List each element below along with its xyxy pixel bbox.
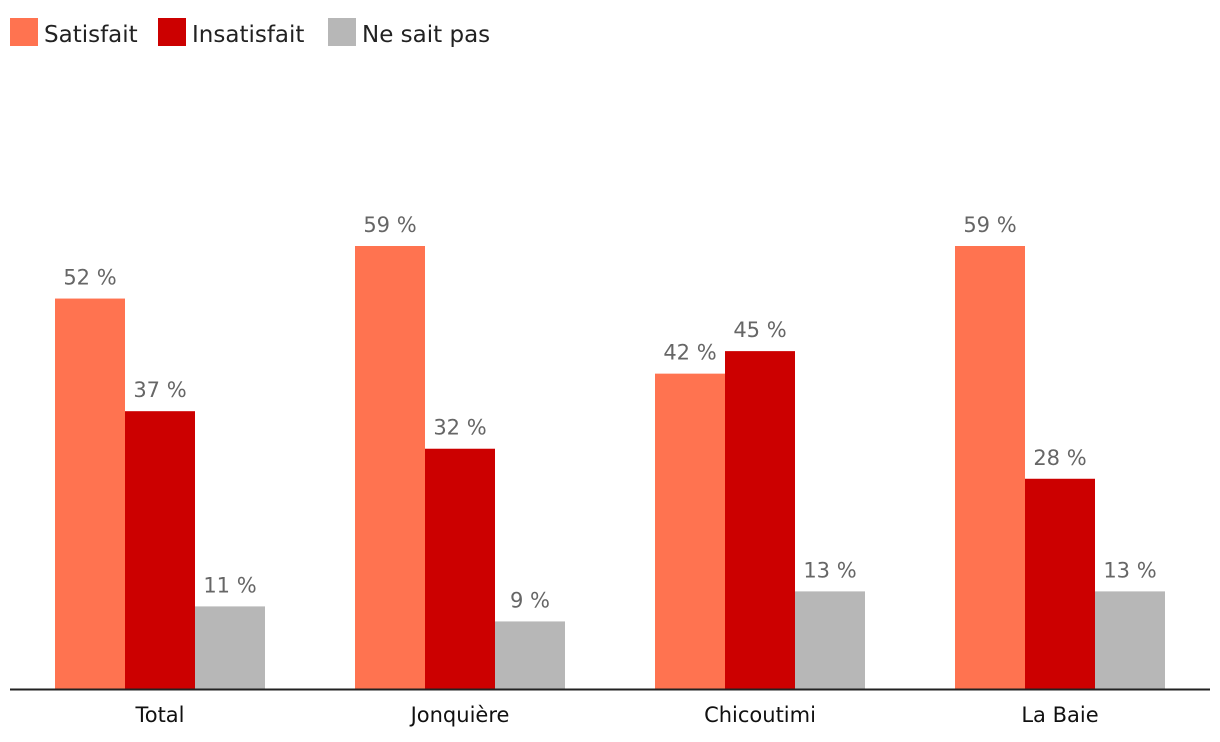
data-label-total-ne-sait-pas: 11 % [203,573,256,597]
data-label-chicoutimi-satisfait: 42 % [663,341,716,365]
data-label-total-insatisfait: 37 % [133,378,186,402]
bar-chicoutimi-insatisfait [725,351,795,689]
bar-total-satisfait [55,298,125,689]
x-tick-label-chicoutimi: Chicoutimi [704,703,816,727]
value-labels: 52 % 37 % 11 % 59 % 32 % 9 % 42 % 45 % 13 % 59 % 2… [63,213,1156,612]
data-label-la-baie-ne-sait-pas: 13 % [1103,558,1156,582]
bar-la-baie-satisfait [955,246,1025,689]
x-tick-label-total: Total [134,703,184,727]
bars [55,246,1165,689]
data-label-chicoutimi-ne-sait-pas: 13 % [803,558,856,582]
legend-label-ne-sait-pas: Ne sait pas [362,22,490,48]
data-label-la-baie-insatisfait: 28 % [1033,446,1086,470]
legend-label-insatisfait: Insatisfait [192,22,304,48]
bar-chicoutimi-satisfait [655,373,725,689]
legend-swatch-insatisfait [158,18,186,46]
bar-la-baie-insatisfait [1025,478,1095,689]
bar-jonquiere-satisfait [355,246,425,689]
bar-jonquiere-ne-sait-pas [495,621,565,689]
x-tick-label-la-baie: La Baie [1021,703,1098,727]
data-label-la-baie-satisfait: 59 % [963,213,1016,237]
bar-chicoutimi-ne-sait-pas [795,591,865,689]
bar-total-insatisfait [125,411,195,689]
data-label-chicoutimi-insatisfait: 45 % [733,318,786,342]
legend: Satisfait Insatisfait Ne sait pas [10,18,490,48]
data-label-jonquiere-satisfait: 59 % [363,213,416,237]
bar-la-baie-ne-sait-pas [1095,591,1165,689]
bar-total-ne-sait-pas [195,606,265,689]
legend-swatch-satisfait [10,18,38,46]
x-tick-labels: Total Jonquière Chicoutimi La Baie [134,703,1098,727]
legend-swatch-ne-sait-pas [328,18,356,46]
data-label-total-satisfait: 52 % [63,266,116,290]
legend-label-satisfait: Satisfait [44,22,138,48]
data-label-jonquiere-ne-sait-pas: 9 % [510,588,550,612]
bar-jonquiere-insatisfait [425,448,495,689]
data-label-jonquiere-insatisfait: 32 % [433,416,486,440]
x-tick-label-jonquiere: Jonquière [409,703,510,727]
